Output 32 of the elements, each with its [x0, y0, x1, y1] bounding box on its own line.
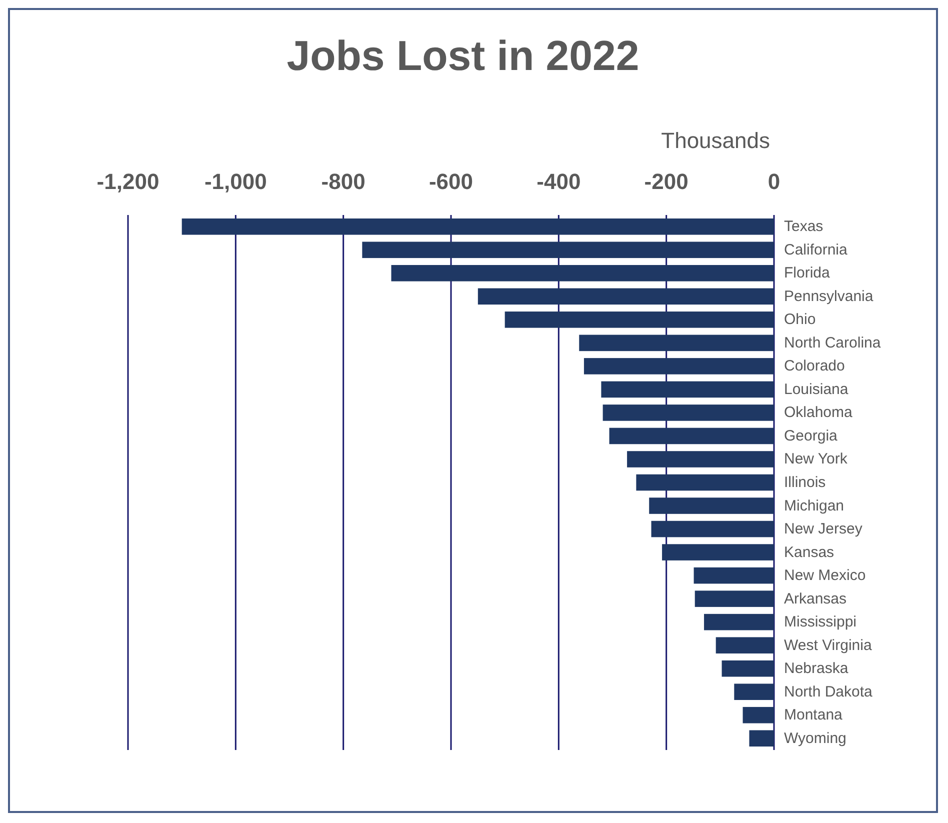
y-tick-label: Wyoming [784, 730, 846, 747]
y-tick-label: Arkansas [784, 590, 847, 608]
y-tick-label: Montana [784, 706, 844, 724]
x-tick-label: -1,200 [96, 169, 160, 194]
y-tick-label: Georgia [784, 427, 838, 444]
y-tick-label: Mississippi [784, 614, 857, 631]
y-tick-label: New Jersey [784, 520, 863, 538]
y-tick-label: Colorado [784, 358, 845, 375]
x-tick-label: -400 [536, 169, 581, 194]
x-tick-label: -800 [321, 169, 366, 194]
x-axis-title: Thousands [661, 128, 770, 153]
chart-title: Jobs Lost in 2022 [286, 32, 640, 79]
y-tick-label: New Mexico [784, 567, 866, 584]
y-tick-label: Ohio [784, 311, 816, 328]
y-tick-label: California [784, 241, 848, 258]
y-tick-label: Pennsylvania [784, 288, 874, 305]
x-tick-label: -600 [428, 169, 474, 194]
y-tick-label: Kansas [784, 544, 834, 561]
y-tick-label: Oklahoma [784, 404, 854, 422]
y-tick-label: New York [784, 450, 848, 468]
y-tick-label: North Dakota [784, 683, 874, 700]
y-tick-label: West Virginia [784, 636, 872, 654]
y-tick-label: Illinois [784, 474, 826, 491]
y-tick-label: Florida [784, 264, 831, 282]
y-tick-label: Texas [784, 218, 824, 236]
x-tick-label: 0 [768, 169, 780, 194]
x-tick-label: -200 [644, 169, 688, 194]
y-tick-label: Louisiana [784, 380, 849, 398]
y-tick-label: North Carolina [784, 334, 882, 352]
y-tick-label: Michigan [784, 497, 844, 514]
x-tick-label: -1,000 [204, 169, 267, 194]
y-tick-label: Nebraska [784, 660, 849, 678]
